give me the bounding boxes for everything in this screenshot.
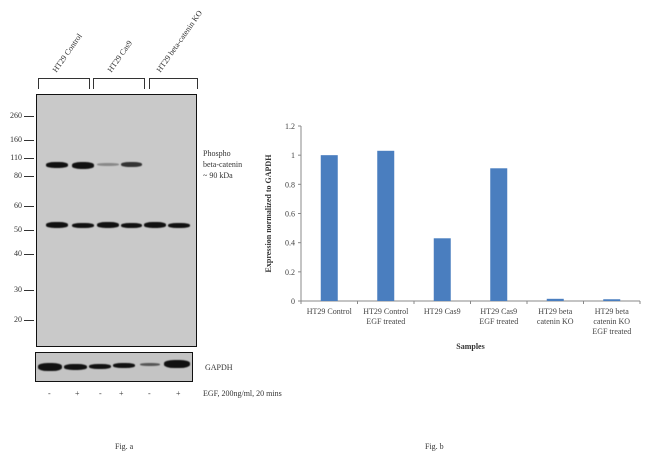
x-tick-label: HT29 Cas9 (424, 307, 461, 316)
mw-marker-label: 80 (14, 171, 22, 180)
mw-marker-label: 50 (14, 225, 22, 234)
bar (546, 298, 564, 301)
y-axis-label: Expression normalized to GAPDH (264, 154, 273, 273)
bar (433, 238, 451, 301)
treatment-sign: + (176, 389, 181, 398)
bar (320, 155, 338, 301)
treatment-sign: + (119, 389, 124, 398)
group-bracket (149, 78, 198, 89)
treatment-sign: - (148, 389, 151, 398)
western-blot-main (36, 94, 197, 347)
y-tick-label: 0.4 (285, 239, 295, 248)
treatment-sign: - (99, 389, 102, 398)
gapdh-label: GAPDH (205, 363, 233, 372)
x-tick-label: catenin KO (593, 317, 630, 326)
treatment-sign: + (75, 389, 80, 398)
mw-marker-tick (24, 206, 34, 207)
x-axis-label: Samples (456, 342, 484, 351)
mw-marker-tick (24, 116, 34, 117)
y-tick-label: 1.2 (285, 122, 295, 131)
y-tick-label: 0 (291, 297, 295, 306)
bar (377, 150, 395, 301)
x-tick-label: EGF treated (592, 327, 631, 336)
bar (490, 168, 508, 301)
caption-b: Fig. b (425, 442, 444, 451)
treatment-label: EGF, 200ng/ml, 20 mins (203, 389, 282, 398)
x-tick-label: EGF treated (479, 317, 518, 326)
western-blot-gapdh (35, 352, 193, 382)
y-tick-label: 0.2 (285, 268, 295, 277)
x-tick-label: HT29 Cas9 (480, 307, 517, 316)
band-label-line: ~ 90 kDa (203, 171, 233, 180)
mw-marker-tick (24, 320, 34, 321)
mw-marker-label: 60 (14, 201, 22, 210)
y-tick-label: 0.8 (285, 180, 295, 189)
x-tick-label: HT29 Control (307, 307, 353, 316)
mw-marker-label: 40 (14, 249, 22, 258)
treatment-sign: - (48, 389, 51, 398)
mw-marker-label: 20 (14, 315, 22, 324)
group-bracket (38, 78, 90, 89)
x-tick-label: catenin KO (537, 317, 574, 326)
group-bracket (93, 78, 145, 89)
mw-marker-label: 260 (10, 111, 22, 120)
mw-marker-label: 30 (14, 285, 22, 294)
band-label-line: Phospho (203, 149, 231, 158)
x-tick-label: HT29 beta (595, 307, 629, 316)
band-label: Phospho beta-catenin ~ 90 kDa (203, 148, 242, 181)
bar (603, 299, 621, 301)
mw-marker-tick (24, 176, 34, 177)
y-tick-label: 0.6 (285, 210, 295, 219)
band-label-line: beta-catenin (203, 160, 243, 169)
mw-marker-tick (24, 230, 34, 231)
mw-marker-tick (24, 290, 34, 291)
caption-a: Fig. a (115, 442, 134, 451)
mw-marker-tick (24, 158, 34, 159)
x-tick-label: HT29 beta (538, 307, 572, 316)
mw-marker-tick (24, 254, 34, 255)
mw-marker-label: 160 (10, 135, 22, 144)
x-tick-label: HT29 Control (363, 307, 409, 316)
mw-marker-label: 110 (10, 153, 22, 162)
mw-marker-tick (24, 140, 34, 141)
x-tick-label: EGF treated (366, 317, 405, 326)
y-tick-label: 1 (291, 151, 295, 160)
